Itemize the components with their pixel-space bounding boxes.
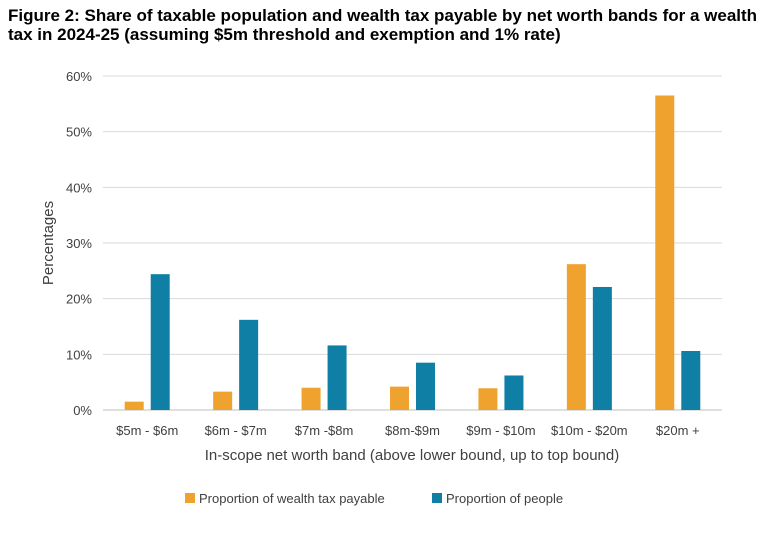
y-axis-label: Percentages — [40, 201, 57, 285]
x-tick-label: $10m - $20m — [551, 423, 628, 438]
y-tick-label: 50% — [66, 125, 92, 140]
bar-proportion-of-people — [239, 319, 259, 410]
legend-swatch-wealth-tax — [185, 493, 195, 503]
bar-proportion-of-people — [327, 345, 347, 410]
x-tick-label: $9m - $10m — [466, 423, 535, 438]
bar-wealth-tax-payable — [566, 264, 586, 410]
bar-proportion-of-people — [416, 362, 435, 410]
y-tick-label: 0% — [73, 403, 92, 418]
bar-wealth-tax-payable — [301, 387, 321, 410]
y-tick-label: 40% — [66, 180, 92, 195]
bar-proportion-of-people — [150, 274, 170, 410]
bar-wealth-tax-payable — [478, 388, 498, 410]
legend-label-people: Proportion of people — [446, 491, 563, 506]
y-tick-label: 20% — [66, 292, 92, 307]
y-tick-label: 60% — [66, 69, 92, 84]
x-tick-label: $8m-$9m — [385, 423, 440, 438]
x-tick-labels: $5m - $6m $6m - $7m $7m -$8m $8m-$9m $9m - $… — [116, 423, 700, 438]
x-axis-label: In-scope net worth band (above lower bou… — [205, 447, 619, 464]
legend-label-wealth-tax: Proportion of wealth tax payable — [199, 491, 385, 506]
bar-wealth-tax-payable — [124, 401, 144, 410]
bar-wealth-tax-payable — [655, 95, 675, 410]
bar-proportion-of-people — [681, 350, 701, 410]
bar-proportion-of-people — [592, 286, 612, 410]
y-tick-labels: 0% 10% 20% 30% 40% 50% 60% — [66, 69, 92, 418]
x-tick-label: $5m - $6m — [116, 423, 178, 438]
y-tick-label: 10% — [66, 347, 92, 362]
x-tick-label: $20m + — [656, 423, 700, 438]
bar-proportion-of-people — [504, 375, 524, 410]
legend-swatch-people — [432, 493, 442, 503]
x-tick-label: $7m -$8m — [295, 423, 354, 438]
gridlines — [103, 75, 722, 411]
bars — [124, 95, 701, 410]
legend: Proportion of wealth tax payable Proport… — [185, 491, 563, 506]
bar-wealth-tax-payable — [213, 391, 233, 410]
y-tick-label: 30% — [66, 236, 92, 251]
chart-title: Figure 2: Share of taxable population an… — [8, 6, 758, 44]
bar-wealth-tax-payable — [390, 386, 409, 410]
x-tick-label: $6m - $7m — [205, 423, 267, 438]
